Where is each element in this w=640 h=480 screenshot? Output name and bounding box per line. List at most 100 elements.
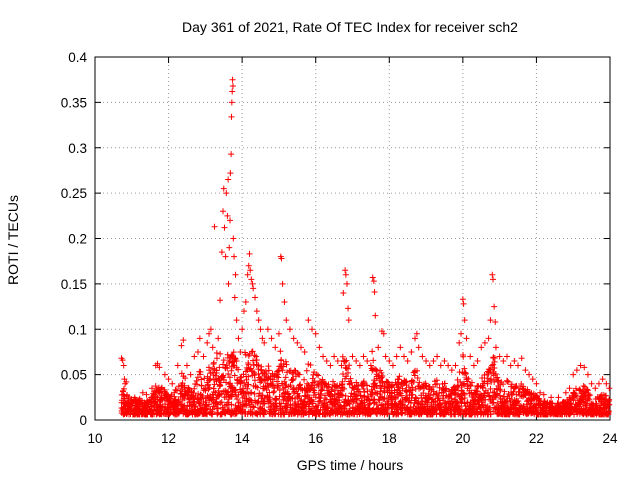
data-point [515, 398, 522, 405]
data-point [296, 382, 303, 389]
data-point [386, 389, 393, 396]
data-point [238, 377, 245, 384]
data-point [152, 393, 159, 400]
data-point [147, 407, 154, 414]
data-point [370, 278, 377, 285]
data-point [462, 369, 469, 376]
data-point [416, 379, 423, 386]
data-point [218, 249, 225, 256]
data-point [273, 371, 280, 378]
data-point [505, 379, 512, 386]
data-point [143, 391, 150, 398]
data-point [424, 403, 431, 410]
data-point [567, 400, 574, 407]
data-point [215, 335, 222, 342]
axes: 10 12 14 16 18 20 22 24 0 0.05 0.1 0.15 0.2 0.25 0.3 0.… [61, 50, 618, 446]
data-point [225, 176, 232, 183]
data-point [345, 317, 352, 324]
x-tick-label: 16 [308, 431, 323, 446]
data-point [225, 370, 232, 377]
data-point [486, 393, 493, 400]
data-point [377, 402, 384, 409]
data-point [269, 376, 276, 383]
data-point [460, 300, 467, 307]
y-tick-label: 0.25 [61, 186, 87, 201]
data-point [258, 366, 265, 373]
data-point [210, 394, 217, 401]
y-tick-label: 0.1 [68, 322, 87, 337]
data-point [504, 378, 511, 385]
data-point [358, 400, 365, 407]
data-point [187, 371, 194, 378]
data-point [485, 335, 492, 342]
data-point [227, 392, 234, 399]
data-point [445, 362, 452, 369]
data-point [123, 378, 130, 385]
data-point [120, 362, 127, 369]
y-tick-label: 0.35 [61, 95, 87, 110]
data-point [217, 382, 224, 389]
data-point [156, 397, 163, 404]
data-point [570, 390, 577, 397]
data-point [128, 408, 135, 415]
data-point [585, 391, 592, 398]
data-point [234, 396, 241, 403]
data-point [459, 296, 466, 303]
data-point [500, 358, 507, 365]
data-point [211, 381, 218, 388]
data-point [218, 399, 225, 406]
data-point [274, 378, 281, 385]
data-point [276, 367, 283, 374]
data-point [345, 305, 352, 312]
data-point [213, 369, 220, 376]
data-point [178, 342, 185, 349]
data-point [490, 276, 497, 283]
data-point [209, 344, 216, 351]
data-point [515, 362, 522, 369]
data-point [233, 358, 240, 365]
data-point [467, 353, 474, 360]
data-point [277, 348, 284, 355]
data-point [200, 398, 207, 405]
data-point [230, 235, 237, 242]
data-point [253, 308, 260, 315]
data-point [481, 390, 488, 397]
data-point [533, 380, 540, 387]
data-point [388, 393, 395, 400]
data-point [402, 387, 409, 394]
data-point [385, 379, 392, 386]
data-point [207, 326, 214, 333]
data-point [341, 385, 348, 392]
data-point [482, 387, 489, 394]
data-point [339, 353, 346, 360]
data-point [128, 400, 135, 407]
data-point [596, 394, 603, 401]
x-tick-label: 12 [161, 431, 176, 446]
data-point [522, 367, 529, 374]
data-point [235, 366, 242, 373]
data-point [381, 382, 388, 389]
data-point [343, 357, 350, 364]
data-point [339, 378, 346, 385]
data-point [492, 394, 499, 401]
data-point [226, 244, 233, 251]
data-point [401, 353, 407, 360]
data-point [195, 348, 201, 355]
x-tick-label: 14 [235, 431, 251, 446]
data-point [208, 411, 215, 418]
data-point [192, 404, 199, 411]
data-point [294, 339, 301, 346]
data-point [430, 358, 437, 365]
y-tick-label: 0.4 [68, 50, 87, 65]
data-point [388, 405, 395, 412]
data-point [365, 396, 372, 403]
data-point [278, 356, 285, 363]
data-point [227, 217, 234, 224]
data-point [361, 394, 368, 401]
data-point [222, 253, 229, 260]
data-point [492, 370, 499, 377]
data-point [334, 358, 341, 365]
data-point [407, 404, 414, 411]
data-point [309, 326, 316, 333]
data-point [512, 400, 519, 407]
